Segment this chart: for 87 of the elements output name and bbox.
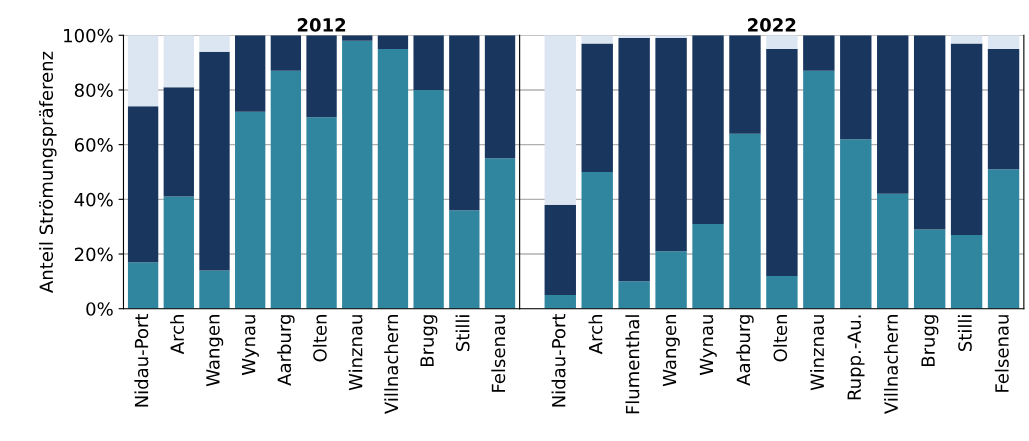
bar [581,43,613,172]
bar [655,251,687,309]
bar [199,270,230,309]
bar [766,48,798,276]
x-tick-label: Nidau-Port [551,313,566,407]
bar [581,171,613,309]
bar [877,35,909,194]
bar [913,229,946,309]
bar [484,35,516,159]
chart-title: 2012 [297,18,346,32]
x-tick-label: Rupp.-Au. [847,315,865,400]
x-tick-label: Flumenthal [625,315,640,414]
x-tick-label: Wangen [206,315,224,387]
y-tick-label: 100% [64,28,113,43]
bar [618,281,650,309]
bar [840,35,872,140]
bar [377,35,409,49]
x-tick-label: Arch [170,315,185,355]
x-tick-label: Felsenau [994,315,1009,392]
bar [163,35,194,88]
bar [342,40,373,309]
x-tick-label: Winznau [810,315,825,391]
bar [306,117,337,309]
x-tick-label: Arch [588,315,603,355]
x-tick-label: Wynau [242,315,259,376]
bar [127,35,159,107]
bar [306,35,337,118]
bar [692,35,724,224]
bar [950,43,983,235]
x-tick-label: Brugg [921,315,939,366]
y-tick-label: 60% [74,138,113,152]
chart-title: 2022 [748,18,796,32]
bar [199,51,230,271]
x-tick-label: Brugg [420,315,438,366]
bar [199,35,230,52]
y-axis-title: Anteil Strömungspräferenz [39,51,57,293]
bar [618,38,650,282]
bar [987,35,1020,49]
bar [729,35,761,134]
bar [342,35,373,41]
bar [913,35,946,230]
bar [270,70,302,309]
x-tick-label: Wynau [699,315,717,376]
y-tick-label: 80% [74,83,113,98]
bar [803,35,835,71]
bar [877,193,909,309]
bar [729,133,761,309]
bar [235,111,266,309]
y-tick-label: 20% [74,247,113,262]
x-tick-label: Villnachern [883,315,898,414]
bar [655,38,687,252]
bar [377,48,409,309]
bar [413,89,444,309]
x-tick-label: Stilli [455,315,470,351]
bar [766,275,798,309]
x-tick-label: Olten [773,315,788,362]
bar [544,295,576,309]
bar [692,223,724,309]
x-tick-label: Stilli [957,315,972,351]
bar [987,48,1020,170]
bar [484,158,516,309]
bar [127,262,159,309]
bar [840,139,872,309]
bar [950,234,983,309]
bar [235,35,266,112]
bar [544,204,576,296]
bar [987,169,1020,309]
x-tick-label: Olten [312,315,327,362]
bar [270,35,302,71]
x-tick-label: Winznau [348,315,363,391]
x-tick-label: Wangen [662,315,680,387]
y-tick-label: 0% [86,302,113,316]
bar [544,35,576,205]
y-tick-label: 40% [74,192,113,207]
bar [163,196,194,309]
bar [163,87,194,197]
bar [127,106,159,263]
bar [413,35,444,90]
x-tick-label: Aarburg [736,315,754,386]
x-tick-label: Nidau-Port [134,313,149,407]
bar [449,35,480,211]
bar [449,210,480,309]
x-tick-label: Villnachern [384,315,399,414]
x-tick-label: Aarburg [277,315,295,386]
bar [766,35,798,49]
x-tick-label: Felsenau [491,315,506,392]
bar [803,70,835,309]
